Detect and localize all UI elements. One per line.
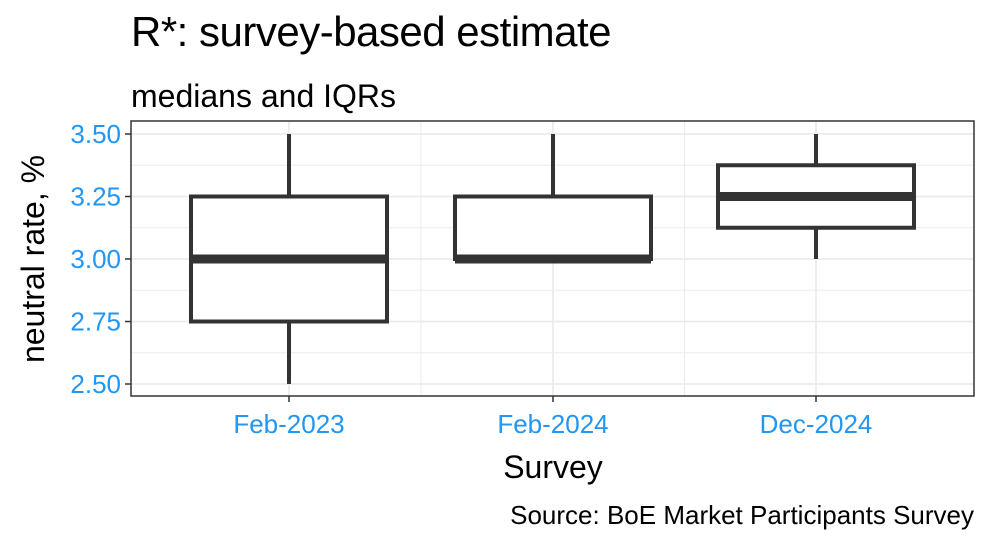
x-tick-label: Feb-2023	[233, 409, 344, 439]
box-feb-2023	[189, 134, 389, 384]
y-tick-label: 3.50	[70, 119, 121, 149]
chart-subtitle: medians and IQRs	[131, 78, 397, 114]
x-axis: Feb-2023 Feb-2024 Dec-2024	[233, 396, 872, 439]
x-tick-label: Feb-2024	[497, 409, 608, 439]
y-tick-label: 2.75	[70, 307, 121, 337]
chart-caption: Source: BoE Market Participants Survey	[510, 500, 974, 530]
x-axis-title: Survey	[503, 449, 603, 485]
y-tick-label: 3.25	[70, 182, 121, 212]
y-tick-label: 2.50	[70, 369, 121, 399]
chart-title: R*: survey-based estimate	[131, 8, 612, 55]
box-dec-2024	[716, 134, 916, 259]
y-tick-label: 3.00	[70, 244, 121, 274]
iqr-box	[453, 194, 653, 261]
box-series	[189, 134, 916, 384]
box-feb-2024	[453, 134, 653, 264]
y-axis-title: neutral rate, %	[15, 155, 51, 363]
x-tick-label: Dec-2024	[760, 409, 873, 439]
y-axis: 2.50 2.75 3.00 3.25 3.50	[70, 119, 131, 399]
